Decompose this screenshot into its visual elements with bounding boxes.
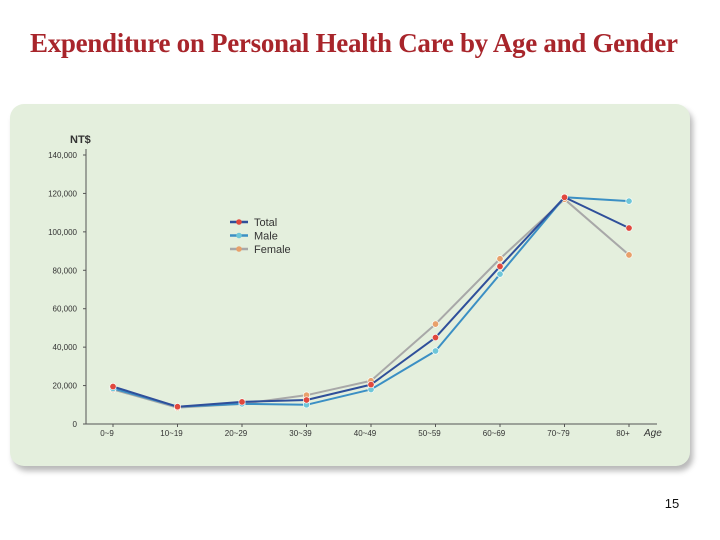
x-axis-title: Age bbox=[643, 428, 662, 439]
legend-label: Male bbox=[254, 231, 278, 243]
chart-ticks: 0 20,000 40,000 60,000 80,000 100,000 120,000 1… bbox=[48, 151, 630, 438]
y-axis-title: NT$ bbox=[70, 134, 91, 146]
y-tick-label: 140,000 bbox=[48, 151, 77, 160]
x-tick-label: 80+ bbox=[616, 429, 630, 438]
slide-title: Expenditure on Personal Health Care by A… bbox=[30, 28, 678, 58]
data-point-female bbox=[431, 320, 439, 328]
y-tick-label: 20,000 bbox=[53, 382, 78, 391]
data-point-male bbox=[496, 270, 504, 278]
legend-label: Female bbox=[254, 244, 291, 256]
x-tick-label: 0~9 bbox=[100, 429, 114, 438]
series-total bbox=[109, 193, 633, 411]
legend-label: Total bbox=[254, 217, 277, 229]
legend-marker bbox=[236, 219, 242, 225]
x-tick-label: 30~39 bbox=[289, 429, 312, 438]
data-point-total bbox=[367, 381, 375, 389]
page-number: 15 bbox=[664, 496, 680, 511]
data-point-male bbox=[431, 347, 439, 355]
legend-item-total: Total bbox=[230, 217, 277, 229]
y-tick-label: 40,000 bbox=[53, 343, 78, 352]
y-tick-label: 120,000 bbox=[48, 189, 77, 198]
chart-panel bbox=[10, 104, 690, 466]
data-point-female bbox=[625, 251, 633, 259]
data-point-total bbox=[560, 193, 568, 201]
legend-marker bbox=[236, 246, 242, 252]
x-tick-label: 10~19 bbox=[160, 429, 183, 438]
series-line-total bbox=[112, 196, 630, 408]
data-point-male bbox=[625, 197, 633, 205]
legend-item-male: Male bbox=[230, 231, 278, 243]
data-point-female bbox=[496, 255, 504, 263]
x-tick-label: 40~49 bbox=[354, 429, 377, 438]
x-tick-label: 20~29 bbox=[225, 429, 248, 438]
data-point-total bbox=[174, 403, 182, 411]
y-tick-label: 0 bbox=[73, 420, 78, 429]
x-tick-label: 70~79 bbox=[547, 429, 570, 438]
data-point-total bbox=[496, 262, 504, 270]
y-tick-label: 100,000 bbox=[48, 228, 77, 237]
x-tick-label: 60~69 bbox=[483, 429, 506, 438]
data-point-total bbox=[625, 224, 633, 232]
series-female bbox=[109, 195, 633, 412]
data-point-total bbox=[431, 334, 439, 342]
chart-series bbox=[109, 193, 633, 412]
y-tick-label: 80,000 bbox=[53, 266, 78, 275]
x-tick-label: 50~59 bbox=[418, 429, 441, 438]
legend-item-female: Female bbox=[230, 244, 291, 256]
data-point-total bbox=[109, 383, 117, 391]
y-tick-label: 60,000 bbox=[53, 305, 78, 314]
legend-marker bbox=[236, 232, 242, 239]
data-point-total bbox=[302, 396, 310, 404]
data-point-total bbox=[238, 398, 246, 406]
series-line-male bbox=[112, 196, 630, 408]
series-line-female bbox=[112, 198, 630, 409]
